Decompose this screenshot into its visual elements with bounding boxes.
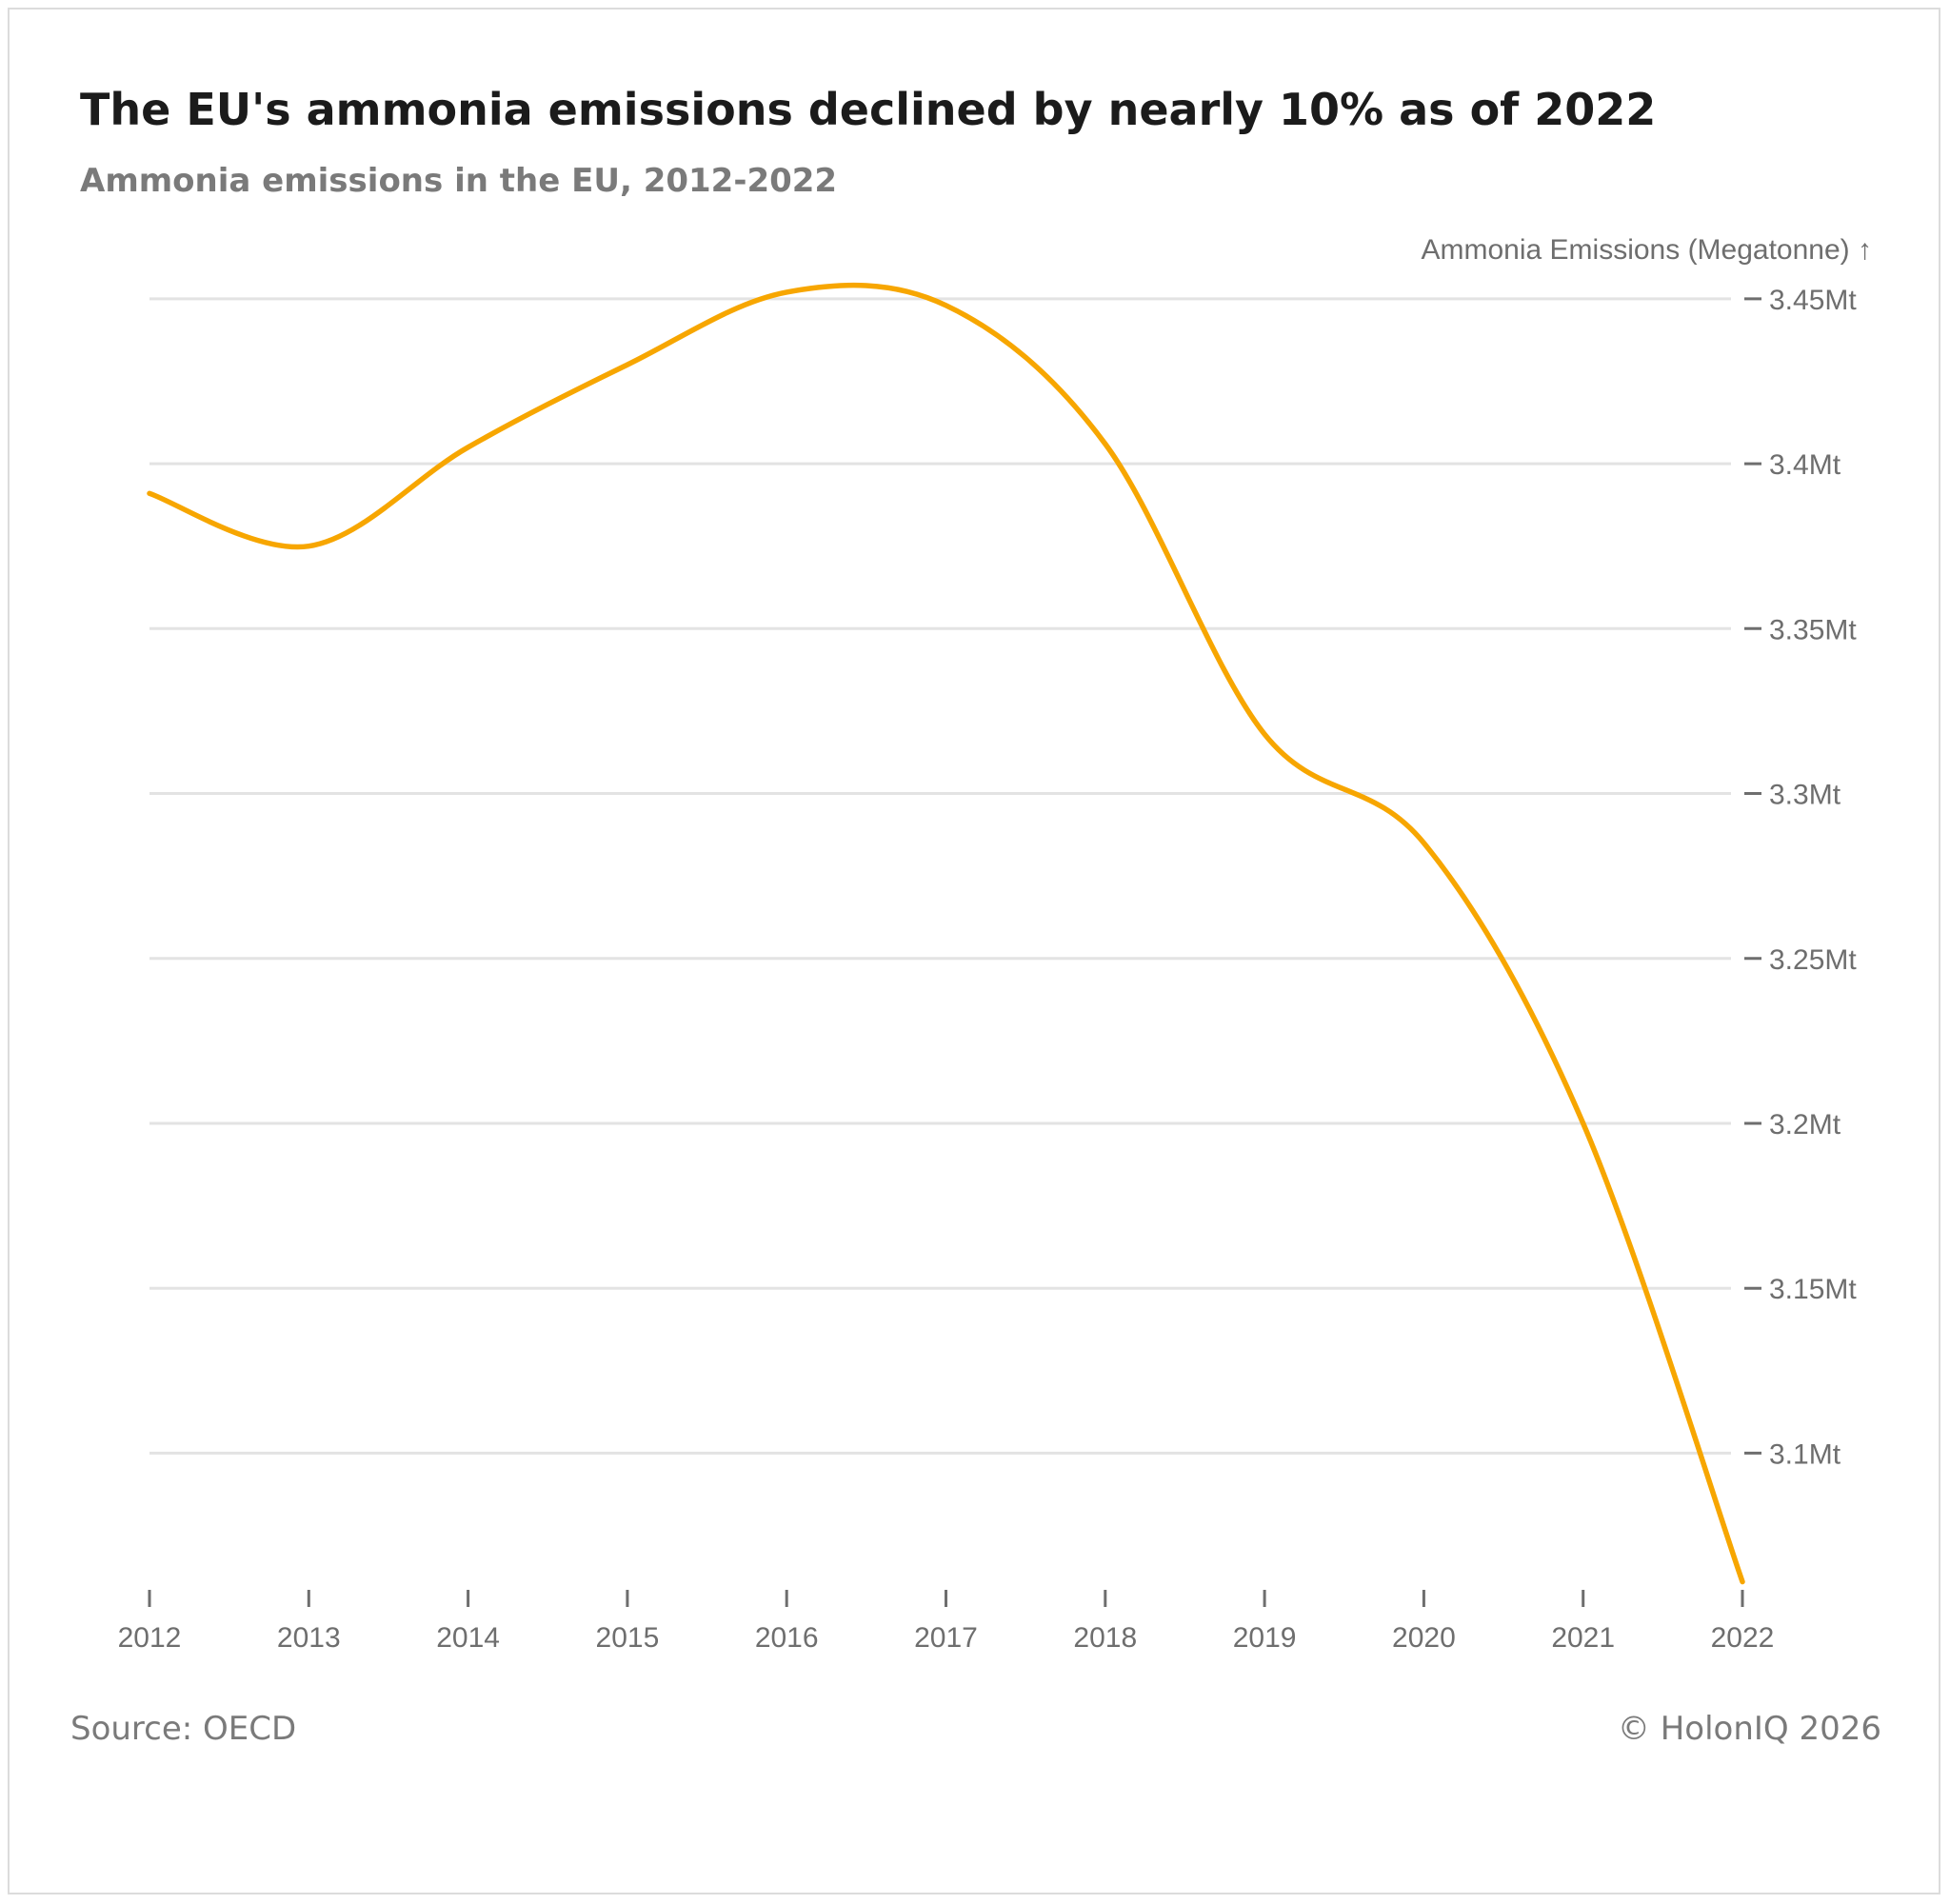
data-point-2012 <box>147 490 152 496</box>
x-tick-label: 2019 <box>1233 1622 1297 1654</box>
data-point-2013 <box>306 544 311 549</box>
x-tick-label: 2018 <box>1073 1622 1137 1654</box>
chart-subtitle: Ammonia emissions in the EU, 2012-2022 <box>80 162 838 200</box>
x-tick-label: 2021 <box>1551 1622 1615 1654</box>
x-tick-label: 2020 <box>1392 1622 1456 1654</box>
data-points <box>147 289 1745 1585</box>
data-point-2019 <box>1262 731 1267 737</box>
data-point-2020 <box>1421 840 1426 845</box>
y-tick-label: 3.1Mt <box>1769 1438 1841 1470</box>
gridlines <box>149 297 1731 1455</box>
y-tick-label: 3.3Mt <box>1769 780 1841 811</box>
data-point-2021 <box>1581 1121 1586 1126</box>
data-point-2022 <box>1740 1579 1745 1585</box>
x-tick-label: 2015 <box>596 1622 660 1654</box>
data-point-2014 <box>466 445 471 450</box>
y-tick-label: 3.45Mt <box>1769 285 1857 316</box>
x-tick-label: 2017 <box>914 1622 978 1654</box>
x-tick-label: 2014 <box>436 1622 500 1654</box>
y-axis: 3.1Mt 3.15Mt 3.2Mt 3.25Mt 3.3Mt 3.35Mt 3.4Mt 3.… <box>1744 285 1857 1470</box>
data-point-2015 <box>625 362 630 367</box>
copyright-note: © HolonIQ 2026 <box>1617 1710 1881 1748</box>
y-tick-label: 3.25Mt <box>1769 944 1857 976</box>
y-tick-label: 3.4Mt <box>1769 449 1841 481</box>
source-note: Source: OECD <box>70 1710 297 1748</box>
series-line-ammonia-emissions <box>147 282 1745 1585</box>
y-axis-title: Ammonia Emissions (Megatonne) ↑ <box>1421 234 1872 266</box>
x-tick-label: 2012 <box>118 1622 182 1654</box>
data-point-2016 <box>784 289 789 295</box>
y-tick-label: 3.15Mt <box>1769 1274 1857 1305</box>
x-tick-label: 2016 <box>755 1622 819 1654</box>
x-tick-label: 2022 <box>1711 1622 1775 1654</box>
x-axis: 2012 2013 2014 2015 2016 2017 2018 2019 2020 2021… <box>118 1590 1775 1654</box>
data-point-2018 <box>1103 441 1108 446</box>
data-point-2017 <box>944 303 949 308</box>
chart-title: The EU's ammonia emissions declined by n… <box>80 84 1657 135</box>
y-tick-label: 3.2Mt <box>1769 1109 1841 1140</box>
y-tick-label: 3.35Mt <box>1769 614 1857 645</box>
x-tick-label: 2013 <box>277 1622 341 1654</box>
